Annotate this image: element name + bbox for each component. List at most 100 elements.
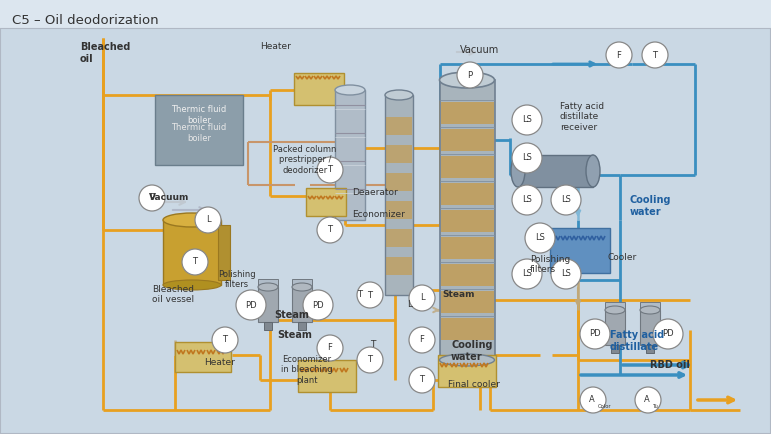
Text: T: T	[328, 226, 332, 234]
Bar	[441, 156, 494, 178]
Bar	[258, 279, 278, 287]
Bar	[386, 201, 412, 219]
Ellipse shape	[439, 354, 494, 366]
Bar	[646, 345, 654, 353]
Bar	[298, 360, 356, 392]
Text: F: F	[617, 50, 621, 59]
Text: Economizer
in bleaching
plant: Economizer in bleaching plant	[281, 355, 333, 385]
Text: Fatty acid
distillate
receiver: Fatty acid distillate receiver	[560, 102, 604, 132]
Bar	[292, 287, 312, 322]
Ellipse shape	[163, 280, 221, 290]
Text: Cooler: Cooler	[607, 253, 636, 262]
Circle shape	[212, 327, 238, 353]
Text: Economizer: Economizer	[352, 210, 405, 219]
Circle shape	[317, 217, 343, 243]
Bar	[441, 102, 494, 124]
Text: T: T	[419, 375, 425, 385]
Bar	[155, 95, 243, 165]
Bar	[441, 264, 494, 286]
Ellipse shape	[163, 213, 221, 227]
Text: P: P	[150, 194, 154, 203]
Text: PD: PD	[589, 329, 601, 339]
Circle shape	[303, 290, 333, 320]
Text: L: L	[407, 300, 412, 309]
Circle shape	[236, 290, 266, 320]
Bar	[640, 310, 660, 345]
Bar	[441, 129, 494, 151]
Text: LS: LS	[522, 115, 532, 125]
Text: Thermic fluid
boiler: Thermic fluid boiler	[171, 105, 227, 125]
Text: PD: PD	[245, 300, 257, 309]
Circle shape	[317, 335, 343, 361]
Circle shape	[512, 105, 542, 135]
Circle shape	[512, 143, 542, 173]
Ellipse shape	[385, 90, 413, 100]
Text: Vacuum: Vacuum	[149, 193, 190, 202]
Text: Heater: Heater	[260, 42, 291, 51]
Circle shape	[635, 387, 661, 413]
Text: LS: LS	[522, 270, 532, 279]
Text: C5 – Oil deodorization: C5 – Oil deodorization	[12, 13, 159, 26]
Text: LS: LS	[561, 270, 571, 279]
Text: Tu: Tu	[653, 404, 659, 409]
Text: PD: PD	[312, 300, 324, 309]
Bar	[175, 342, 231, 372]
Circle shape	[551, 259, 581, 289]
Text: Thermic fluid
boiler: Thermic fluid boiler	[171, 123, 227, 143]
Ellipse shape	[605, 306, 625, 314]
Bar	[264, 322, 272, 330]
Bar	[385, 95, 413, 295]
Bar	[640, 302, 660, 310]
Ellipse shape	[335, 85, 365, 95]
Text: A: A	[589, 395, 595, 404]
Circle shape	[409, 367, 435, 393]
Circle shape	[457, 62, 483, 88]
Circle shape	[512, 259, 542, 289]
Bar	[292, 279, 312, 287]
Text: LS: LS	[535, 233, 545, 243]
Text: Polishing
filters: Polishing filters	[530, 255, 571, 274]
Circle shape	[580, 319, 610, 349]
Circle shape	[182, 249, 208, 275]
Bar	[605, 302, 625, 310]
Ellipse shape	[511, 155, 525, 187]
Text: F: F	[328, 343, 332, 352]
Bar	[294, 73, 344, 105]
Text: T: T	[328, 165, 332, 174]
Text: Cooling
water: Cooling water	[451, 340, 493, 362]
Bar	[441, 183, 494, 205]
Text: A: A	[644, 395, 650, 404]
Circle shape	[357, 347, 383, 373]
Circle shape	[195, 207, 221, 233]
Text: T: T	[358, 290, 362, 299]
Text: PD: PD	[662, 329, 674, 339]
Text: T: T	[223, 335, 227, 345]
Text: Color: Color	[598, 404, 612, 409]
Text: L: L	[419, 293, 424, 302]
Text: Final cooler: Final cooler	[448, 380, 500, 389]
Bar	[218, 225, 230, 280]
Circle shape	[357, 282, 383, 308]
Bar	[386, 117, 412, 135]
Text: Steam: Steam	[442, 290, 474, 299]
Text: T: T	[652, 50, 658, 59]
Bar	[0, 0, 771, 28]
Bar	[605, 310, 625, 345]
Bar	[441, 237, 494, 259]
Text: Packed column
prestripper /
deodorizer: Packed column prestripper / deodorizer	[273, 145, 337, 175]
Circle shape	[653, 319, 683, 349]
Text: LS: LS	[522, 154, 532, 162]
Text: T: T	[368, 355, 372, 365]
Text: Steam: Steam	[274, 310, 309, 320]
Circle shape	[139, 185, 165, 211]
Text: Vacuum: Vacuum	[460, 45, 500, 55]
Text: Bleached
oil: Bleached oil	[80, 42, 130, 64]
Circle shape	[551, 185, 581, 215]
Text: T: T	[368, 290, 372, 299]
Bar	[611, 345, 619, 353]
Circle shape	[409, 327, 435, 353]
Text: Fatty acid
distillate: Fatty acid distillate	[610, 330, 665, 352]
Bar	[335, 90, 365, 220]
Text: Steam: Steam	[277, 330, 312, 340]
Bar	[441, 210, 494, 232]
